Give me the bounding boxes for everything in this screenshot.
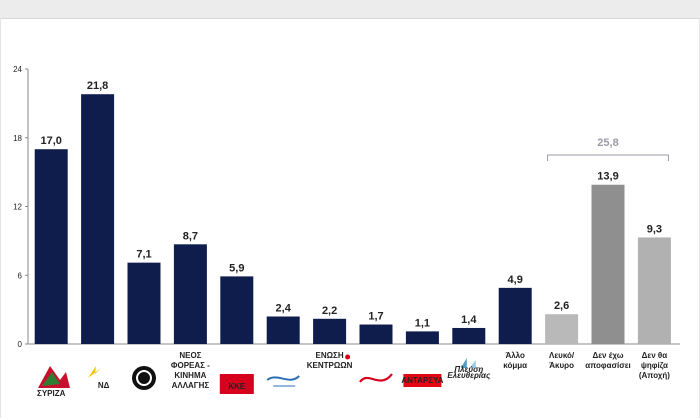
bar xyxy=(637,237,671,344)
category-label-line: (Αποχή) xyxy=(639,371,670,380)
bar xyxy=(81,94,115,344)
category-label-line: ψηφίζα xyxy=(641,361,668,370)
enosi-accent-dot xyxy=(345,354,351,360)
nd-flame-shape xyxy=(88,366,101,378)
top-band xyxy=(0,0,700,19)
bar xyxy=(591,184,625,344)
bar xyxy=(220,276,254,344)
kke-badge xyxy=(219,374,254,394)
category-label-line: ΦΟΡΕΑΣ - xyxy=(171,361,210,370)
data-label: 1,1 xyxy=(415,317,430,329)
category-label-line: ΚΚΕ xyxy=(228,382,246,391)
data-label: 2,4 xyxy=(276,303,292,315)
category-label-line: ΣΥΡΙΖΑ xyxy=(37,389,66,398)
script-logo xyxy=(266,375,300,387)
emblem-ring xyxy=(136,370,152,386)
bracket-total-label: 25,8 xyxy=(597,137,618,149)
y-tick-label: 6 xyxy=(18,271,23,280)
bar xyxy=(452,327,486,344)
plefsi-sail xyxy=(460,358,467,368)
category-label-line: ΝΕΟΣ xyxy=(179,351,201,360)
syriza-logo xyxy=(38,366,70,388)
antarsya-badge xyxy=(403,374,442,387)
data-label: 7,1 xyxy=(136,249,151,261)
data-label: 2,6 xyxy=(554,300,569,312)
bar xyxy=(173,244,207,344)
category-label-line: ΕΝΩΣΗ xyxy=(316,351,344,360)
script-logo-stroke xyxy=(266,375,300,381)
bar xyxy=(266,316,300,344)
category-label-line: Άκυρο xyxy=(549,361,574,370)
y-tick-label: 12 xyxy=(13,203,22,212)
category-label-line: ΑΝΤΑΡΣΥΑ xyxy=(401,376,443,385)
data-label: 13,9 xyxy=(597,171,618,183)
data-label: 4,9 xyxy=(508,274,523,286)
bar xyxy=(405,331,439,344)
plefsi-logo xyxy=(460,358,476,368)
category-label-line: κόμμα xyxy=(503,361,527,370)
data-label: 2,2 xyxy=(322,305,337,317)
category-label-line: Άλλο xyxy=(505,351,525,360)
red-script-logo xyxy=(359,373,393,383)
bracket-line xyxy=(547,154,669,161)
category-label-line: ΚΙΝΗΜΑ xyxy=(174,371,206,380)
y-tick-label: 18 xyxy=(13,134,22,143)
bar xyxy=(313,318,347,344)
category-label: ΚΚΕ xyxy=(228,382,246,391)
category-label-line: Λευκό/ xyxy=(549,351,575,360)
category-label-line: ΑΛΛΑΓΗΣ xyxy=(172,381,210,390)
emblem-circle xyxy=(132,366,156,390)
data-label: 8,7 xyxy=(183,230,198,242)
round-emblem-logo xyxy=(132,366,156,390)
data-label: 1,7 xyxy=(368,311,383,323)
category-label: Λευκό/Άκυρο xyxy=(549,351,575,370)
category-label-line: ΚΕΝΤΡΩΩΝ xyxy=(307,361,353,370)
category-label: ΣΥΡΙΖΑ xyxy=(37,389,66,398)
bar xyxy=(127,262,161,344)
bar xyxy=(34,149,68,344)
category-label-line: αποφασίσει xyxy=(585,361,631,370)
kke-logo xyxy=(219,374,254,394)
data-label: 1,4 xyxy=(461,314,477,326)
syriza-flag-green xyxy=(42,372,60,386)
plefsi-sail xyxy=(469,360,476,368)
bar xyxy=(545,314,579,344)
category-label-line: ΝΔ xyxy=(98,381,110,390)
y-tick-label: 0 xyxy=(18,340,23,349)
nd-logo xyxy=(88,366,101,378)
data-label: 5,9 xyxy=(229,262,244,274)
category-label-line: Δεν έχω xyxy=(592,351,623,360)
bar xyxy=(498,287,532,344)
category-label: ΑΝΤΑΡΣΥΑ xyxy=(401,376,443,385)
category-label-line: Δεν θα xyxy=(642,351,668,360)
bar xyxy=(359,324,393,344)
category-label: ΝΔ xyxy=(98,381,110,390)
data-label: 9,3 xyxy=(647,223,662,235)
y-tick-label: 24 xyxy=(13,65,22,74)
category-label-line: Ελευθερίας xyxy=(447,371,491,380)
data-label: 17,0 xyxy=(40,135,61,147)
category-label-line: Πλεύση xyxy=(454,365,483,374)
red-script-stroke xyxy=(359,373,393,383)
data-label: 21,8 xyxy=(87,80,108,92)
